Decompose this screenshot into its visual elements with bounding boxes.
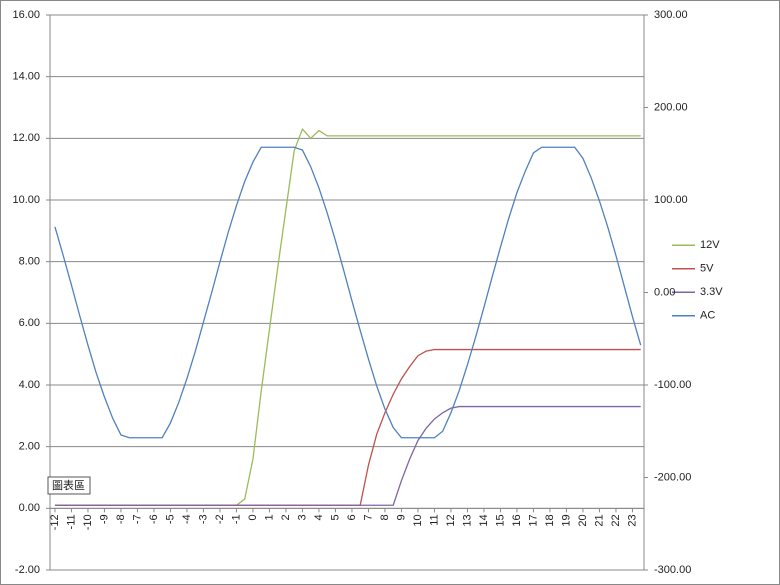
x-tick-label: -6: [148, 514, 160, 524]
x-tick-label: -5: [164, 514, 176, 524]
grid: [46, 14, 648, 571]
legend-label: 5V: [700, 263, 714, 275]
x-tick-label: 10: [412, 514, 424, 526]
y-tick-label: 6.00: [19, 317, 40, 329]
x-tick-label: 15: [494, 514, 506, 526]
x-tick-label: 4: [313, 514, 325, 520]
x-tick-label: 7: [362, 514, 374, 520]
y2-tick-label: -200.00: [654, 471, 691, 483]
x-tick-label: 9: [395, 514, 407, 520]
x-tick-label: -9: [98, 514, 110, 524]
y2-tick-label: 0.00: [654, 286, 675, 298]
x-tick-label: 6: [346, 514, 358, 520]
y-tick-label: 10.00: [12, 194, 40, 206]
x-tick-label: -3: [197, 514, 209, 524]
series-line: [54, 405, 641, 506]
x-tick-label: 19: [560, 514, 572, 526]
x-tick-label: 17: [527, 514, 539, 526]
x-tick-label: 2: [280, 514, 292, 520]
x-tick-label: 18: [544, 514, 556, 526]
legend-label: 12V: [700, 239, 720, 251]
x-tick-label: 13: [461, 514, 473, 526]
legend-label: AC: [700, 310, 715, 322]
x-tick-label: -11: [65, 514, 77, 529]
x-tick-label: 0: [247, 514, 259, 520]
y2-tick-label: 100.00: [654, 194, 688, 206]
x-tick-label: -7: [131, 514, 143, 524]
legend: 12V 5V 3.3V AC: [672, 239, 723, 322]
x-tick-label: -1: [230, 514, 242, 524]
y-tick-label: 4.00: [19, 379, 40, 391]
series-line: [54, 146, 642, 439]
y-tick-label: 0.00: [19, 502, 40, 514]
x-tick-label: -8: [115, 514, 127, 524]
y2-tick-label: -100.00: [654, 379, 691, 391]
x-tick-label: -10: [82, 514, 94, 530]
x-tick-label: 8: [379, 514, 391, 520]
y-tick-label: -2.00: [15, 564, 40, 576]
y2-tick-label: 200.00: [654, 101, 688, 113]
y-tick-label: 2.00: [19, 441, 40, 453]
x-tick-label: 22: [610, 514, 622, 526]
tooltip-box: [47, 476, 91, 495]
x-tick-label: 3: [296, 514, 308, 520]
y2-tick-label: 300.00: [654, 9, 688, 21]
x-tick-label: 23: [626, 514, 638, 526]
x-tick-label: 20: [577, 514, 589, 526]
x-tick-label: 21: [593, 514, 605, 526]
y-tick-label: 16.00: [12, 9, 40, 21]
legend-label: 3.3V: [700, 286, 723, 298]
x-tick-label: 14: [478, 514, 490, 526]
y-tick-label: 8.00: [19, 256, 40, 268]
y-tick-label: 12.00: [12, 132, 40, 144]
x-tick-label: 5: [329, 514, 341, 520]
x-tick-label: -4: [181, 514, 193, 524]
y2-tick-label: -300.00: [654, 564, 691, 576]
x-tick-label: -2: [214, 514, 226, 524]
x-tick-label: -12: [49, 514, 61, 530]
plot: [54, 127, 642, 506]
x-tick-label: 12: [445, 514, 457, 526]
x-tick-label: 16: [511, 514, 523, 526]
x-tick-label: 11: [428, 514, 440, 525]
tooltip: 圖表區: [52, 478, 85, 492]
x-tick-label: 1: [263, 514, 275, 520]
y-tick-label: 14.00: [12, 71, 40, 83]
